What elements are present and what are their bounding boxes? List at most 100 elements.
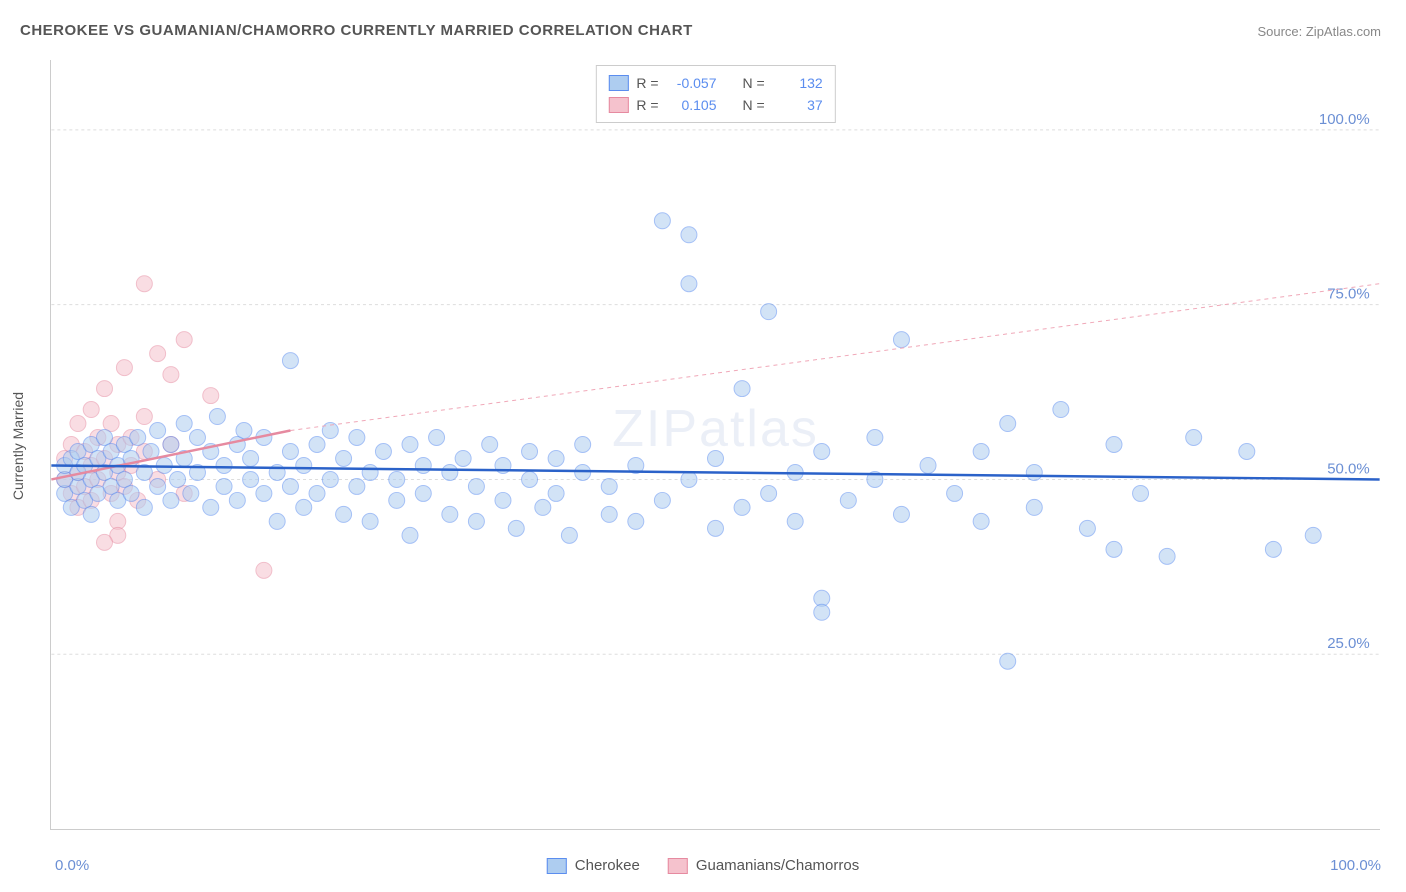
data-point: [150, 346, 166, 362]
data-point: [429, 430, 445, 446]
data-point: [495, 492, 511, 508]
n-value-cherokee: 132: [773, 72, 823, 94]
legend-swatch-guamanian-bottom: [668, 858, 688, 874]
data-point: [402, 527, 418, 543]
r-value-guamanian: 0.105: [667, 94, 717, 116]
legend-label-cherokee: Cherokee: [575, 857, 640, 874]
data-point: [601, 478, 617, 494]
data-point: [548, 485, 564, 501]
data-point: [681, 471, 697, 487]
data-point: [282, 444, 298, 460]
data-point: [893, 506, 909, 522]
data-point: [362, 513, 378, 529]
legend-swatch-cherokee: [608, 75, 628, 91]
data-point: [442, 464, 458, 480]
data-point: [336, 506, 352, 522]
data-point: [1000, 416, 1016, 432]
data-point: [1026, 499, 1042, 515]
data-point: [209, 409, 225, 425]
data-point: [136, 276, 152, 292]
x-axis-max-label: 100.0%: [1330, 857, 1381, 874]
x-axis-min-label: 0.0%: [55, 857, 89, 874]
data-point: [734, 499, 750, 515]
data-point: [654, 213, 670, 229]
data-point: [163, 437, 179, 453]
data-point: [163, 492, 179, 508]
chart-svg: 25.0%50.0%75.0%100.0%: [51, 60, 1380, 829]
data-point: [761, 485, 777, 501]
data-point: [1053, 402, 1069, 418]
legend-swatch-cherokee-bottom: [547, 858, 567, 874]
data-point: [787, 513, 803, 529]
source-label: Source: ZipAtlas.com: [1257, 24, 1381, 39]
n-label: N =: [743, 94, 765, 116]
data-point: [322, 471, 338, 487]
data-point: [893, 332, 909, 348]
ytick-label: 75.0%: [1327, 286, 1369, 303]
data-point: [1026, 464, 1042, 480]
data-point: [176, 416, 192, 432]
data-point: [482, 437, 498, 453]
data-point: [920, 457, 936, 473]
data-point: [1239, 444, 1255, 460]
data-point: [947, 485, 963, 501]
data-point: [163, 367, 179, 383]
legend-row-guamanian: R = 0.105 N = 37: [608, 94, 822, 116]
data-point: [402, 437, 418, 453]
data-point: [256, 485, 272, 501]
chart-container: CHEROKEE VS GUAMANIAN/CHAMORRO CURRENTLY…: [0, 0, 1406, 892]
data-point: [83, 506, 99, 522]
data-point: [70, 416, 86, 432]
data-point: [296, 457, 312, 473]
data-point: [389, 471, 405, 487]
data-point: [282, 353, 298, 369]
data-point: [97, 534, 113, 550]
data-point: [97, 381, 113, 397]
data-point: [548, 450, 564, 466]
data-point: [1159, 548, 1175, 564]
data-point: [508, 520, 524, 536]
data-point: [243, 450, 259, 466]
n-label: N =: [743, 72, 765, 94]
data-point: [83, 402, 99, 418]
data-point: [282, 478, 298, 494]
data-point: [1106, 541, 1122, 557]
data-point: [415, 485, 431, 501]
data-point: [116, 360, 132, 376]
data-point: [243, 471, 259, 487]
data-point: [973, 444, 989, 460]
series-legend: Cherokee Guamanians/Chamorros: [547, 857, 859, 874]
data-point: [1265, 541, 1281, 557]
data-point: [176, 332, 192, 348]
data-point: [561, 527, 577, 543]
ytick-label: 50.0%: [1327, 460, 1369, 477]
ytick-label: 100.0%: [1319, 111, 1370, 128]
data-point: [708, 520, 724, 536]
data-point: [183, 485, 199, 501]
data-point: [734, 381, 750, 397]
data-point: [216, 457, 232, 473]
data-point: [522, 471, 538, 487]
data-point: [1106, 437, 1122, 453]
data-point: [269, 513, 285, 529]
data-point: [136, 409, 152, 425]
data-point: [522, 444, 538, 460]
data-point: [1305, 527, 1321, 543]
data-point: [814, 604, 830, 620]
data-point: [375, 444, 391, 460]
data-point: [389, 492, 405, 508]
legend-swatch-guamanian: [608, 97, 628, 113]
data-point: [468, 478, 484, 494]
n-value-guamanian: 37: [773, 94, 823, 116]
r-label: R =: [636, 94, 658, 116]
data-point: [349, 430, 365, 446]
data-point: [535, 499, 551, 515]
data-point: [415, 457, 431, 473]
data-point: [973, 513, 989, 529]
data-point: [708, 450, 724, 466]
data-point: [349, 478, 365, 494]
data-point: [203, 499, 219, 515]
data-point: [256, 562, 272, 578]
data-point: [362, 464, 378, 480]
data-point: [761, 304, 777, 320]
